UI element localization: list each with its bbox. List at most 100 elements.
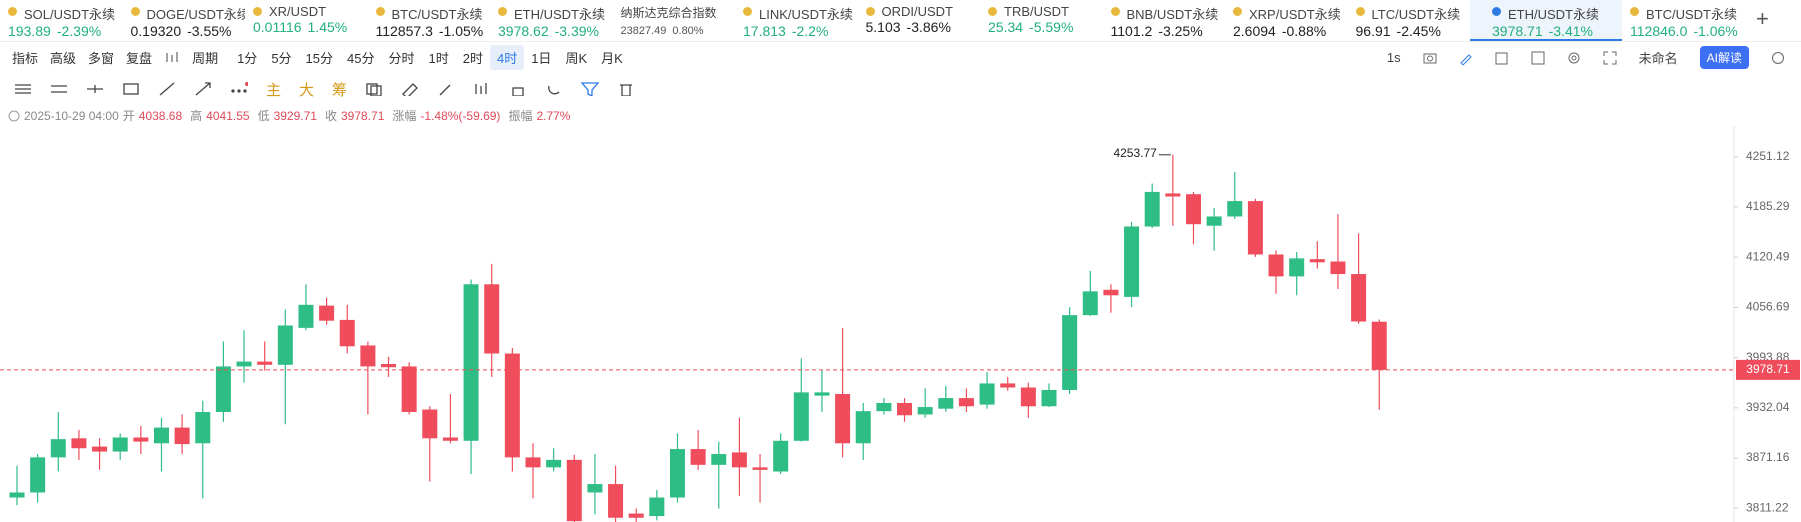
tool[interactable]: 高级 bbox=[50, 50, 77, 66]
candle-body bbox=[1268, 254, 1284, 277]
edit-icon[interactable] bbox=[1495, 51, 1509, 65]
bars-icon[interactable] bbox=[473, 82, 491, 96]
ticker-icon bbox=[1233, 7, 1242, 16]
interval[interactable]: 1时 bbox=[428, 50, 449, 66]
ticker-change: 0.80% bbox=[672, 25, 704, 37]
copy-icon[interactable] bbox=[365, 82, 383, 96]
ticker[interactable]: BTC/USDT永续 112857.3 -1.05% bbox=[368, 0, 491, 41]
candle-body bbox=[236, 361, 252, 367]
interval[interactable]: 45分 bbox=[347, 50, 375, 66]
indicator-group: 主大筹 bbox=[266, 79, 347, 100]
arrow-icon[interactable] bbox=[194, 82, 212, 96]
candle-body bbox=[1371, 321, 1387, 370]
ticker-name: XR/USDT bbox=[269, 4, 327, 19]
ticker-change: -1.05% bbox=[438, 23, 484, 39]
ticker-price: 25.34 bbox=[988, 19, 1024, 35]
period[interactable]: 周期 bbox=[192, 50, 219, 66]
candle-body bbox=[1124, 226, 1140, 297]
interval[interactable]: 5分 bbox=[271, 50, 292, 66]
ticker-bar: SOL/USDT永续 193.89 -2.39% DOGE/USDT永续 0.19320… bbox=[0, 0, 1801, 42]
interval[interactable]: 分时 bbox=[388, 50, 415, 66]
channel-icon[interactable] bbox=[50, 82, 68, 96]
interval[interactable]: 4时 bbox=[489, 44, 525, 70]
indicator-toggle[interactable]: 主 bbox=[266, 81, 282, 99]
ohlc-info: 2025-10-29 04:00 开 4038.68 高 4041.55 低 3929… bbox=[8, 107, 574, 124]
ticker[interactable]: BNB/USDT永续 1101.2 -3.25% bbox=[1103, 0, 1226, 41]
ticker-name: BTC/USDT永续 bbox=[1646, 7, 1738, 22]
chart-type[interactable] bbox=[164, 51, 180, 63]
ticker[interactable]: DOGE/USDT永续 0.19320 -3.55% bbox=[123, 0, 245, 41]
interval[interactable]: 2时 bbox=[462, 50, 483, 66]
ticker-price: 3978.62 bbox=[498, 23, 549, 39]
drawing-toolbar: 主大筹 bbox=[0, 74, 635, 104]
intervals: 1分 5分 15分 45分 分时 1时 2时 4时 1日 周K 月K bbox=[230, 44, 630, 70]
candle-body bbox=[442, 437, 458, 441]
interval[interactable]: 1日 bbox=[531, 50, 552, 66]
lines-icon[interactable] bbox=[14, 82, 32, 96]
toolbar: 指标 高级 多窗 复盘 周期 1分 5分 15分 45分 分时 1时 2时 4时 1日 周K 月K bbox=[0, 44, 1801, 70]
candle-body bbox=[360, 345, 376, 367]
ticker-change: 1.45% bbox=[307, 19, 348, 35]
menu-icon[interactable] bbox=[1771, 51, 1785, 65]
settings-icon[interactable] bbox=[1567, 51, 1581, 65]
tool[interactable]: 指标 bbox=[12, 50, 39, 66]
interval[interactable]: 月K bbox=[601, 50, 623, 66]
close-value: 3978.71 bbox=[340, 108, 385, 123]
trash-icon[interactable] bbox=[617, 82, 635, 96]
amplitude-label: 振幅 bbox=[508, 109, 533, 123]
candle-body bbox=[958, 398, 974, 407]
refresh[interactable]: 1s bbox=[1386, 50, 1401, 65]
ticker[interactable]: LTC/USDT永续 96.91 -2.45% bbox=[1348, 0, 1471, 41]
candle-body bbox=[587, 484, 603, 493]
indicator-toggle[interactable]: 大 bbox=[299, 81, 315, 99]
ticker[interactable]: XR/USDT 0.01116 1.45% bbox=[245, 0, 368, 41]
ticker[interactable]: LINK/USDT永续 17.813 -2.2% bbox=[735, 0, 858, 41]
candle-body bbox=[628, 513, 644, 518]
ticker[interactable]: XRP/USDT永续 2.6094 -0.88% bbox=[1225, 0, 1348, 41]
fullscreen-icon[interactable] bbox=[1603, 51, 1617, 65]
candle-body bbox=[1351, 274, 1367, 322]
interval[interactable]: 1分 bbox=[237, 50, 258, 66]
lock-icon[interactable] bbox=[509, 82, 527, 96]
ai-button[interactable]: AI解读 bbox=[1699, 46, 1749, 69]
tool[interactable]: 多窗 bbox=[88, 50, 115, 66]
indicator-toggle[interactable]: 筹 bbox=[332, 81, 348, 99]
rect-icon[interactable] bbox=[122, 82, 140, 96]
ticker[interactable]: 纳斯达克综合指数 23827.49 0.80% bbox=[613, 0, 736, 41]
candle-body bbox=[381, 363, 397, 368]
add-tab[interactable]: + bbox=[1756, 6, 1769, 31]
candle-body bbox=[669, 449, 685, 498]
high-value: 4041.55 bbox=[206, 108, 250, 123]
brush-icon[interactable] bbox=[437, 82, 455, 96]
ticker[interactable]: SOL/USDT永续 193.89 -2.39% bbox=[0, 0, 123, 41]
more-icon[interactable] bbox=[230, 82, 248, 96]
layout-name[interactable]: 未命名 bbox=[1638, 51, 1678, 66]
collapse-icon[interactable] bbox=[8, 110, 20, 122]
magnet-icon[interactable] bbox=[545, 82, 563, 96]
ticker[interactable]: ETH/USDT永续 3978.71 -3.41% bbox=[1470, 0, 1622, 41]
ticker-change: -3.55% bbox=[187, 23, 232, 39]
ticker-change: -3.41% bbox=[1548, 23, 1593, 39]
camera-icon[interactable] bbox=[1423, 51, 1437, 65]
hline-icon[interactable] bbox=[86, 82, 104, 96]
ticker[interactable]: ETH/USDT永续 3978.62 -3.39% bbox=[490, 0, 613, 41]
y-tick-label: 3932.04 bbox=[1746, 400, 1790, 414]
interval[interactable]: 15分 bbox=[305, 50, 334, 66]
trend-icon[interactable] bbox=[158, 82, 176, 96]
ruler-icon[interactable] bbox=[401, 82, 419, 96]
candle-body bbox=[1103, 289, 1119, 296]
ticker[interactable]: BTC/USDT永续 112846.0 -1.06% bbox=[1622, 0, 1745, 41]
ticker-name: LTC/USDT永续 bbox=[1371, 7, 1461, 22]
ticker-price: 112846.0 bbox=[1630, 23, 1688, 39]
candle-body bbox=[979, 383, 995, 405]
filter-icon[interactable] bbox=[581, 82, 600, 96]
candle-body bbox=[917, 407, 933, 415]
screenshot-icon[interactable] bbox=[1531, 51, 1545, 65]
tool[interactable]: 复盘 bbox=[126, 50, 153, 66]
pen-icon[interactable] bbox=[1459, 51, 1473, 65]
ticker-price: 193.89 bbox=[8, 23, 51, 39]
ticker[interactable]: ORDI/USDT 5.103 -3.86% bbox=[858, 0, 981, 41]
ticker[interactable]: TRB/USDT 25.34 -5.59% bbox=[980, 0, 1103, 41]
interval[interactable]: 周K bbox=[565, 50, 588, 66]
